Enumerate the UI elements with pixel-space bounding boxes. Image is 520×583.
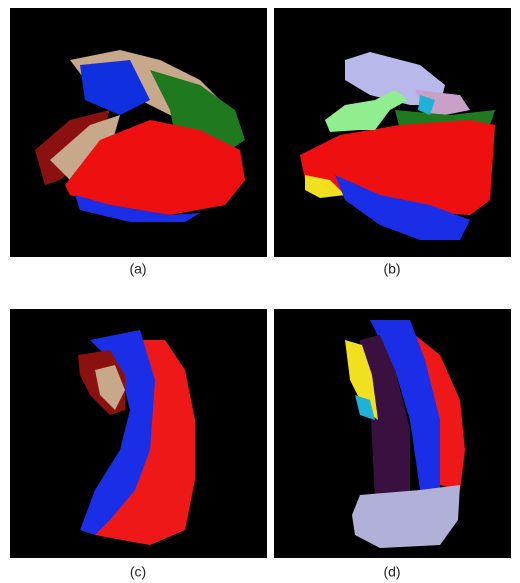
surface-lavender	[352, 485, 460, 548]
surface-tan	[95, 365, 125, 410]
surface-tan	[50, 115, 120, 180]
panel-d: (d)	[274, 309, 511, 580]
panel-b: (b)	[274, 8, 511, 277]
surface-cyan	[418, 95, 435, 115]
panel-label: (b)	[383, 261, 400, 277]
surface-blue	[80, 60, 150, 115]
surface-red	[65, 120, 245, 215]
panel-a: (a)	[10, 8, 267, 277]
surface-blue	[75, 195, 200, 222]
panel-label: (a)	[129, 261, 146, 277]
surface-green	[150, 70, 245, 150]
surface-cyan	[355, 395, 375, 420]
surface-lightgreen	[325, 90, 408, 132]
panel-c: (c)	[10, 309, 267, 580]
surface-blue	[370, 320, 440, 490]
surface-purple	[360, 335, 410, 500]
panel-label: (d)	[383, 564, 400, 580]
surface-yellow	[305, 175, 345, 198]
surface-blue	[335, 175, 470, 240]
panel-label: (c)	[130, 564, 146, 580]
surface-blue	[80, 330, 155, 535]
